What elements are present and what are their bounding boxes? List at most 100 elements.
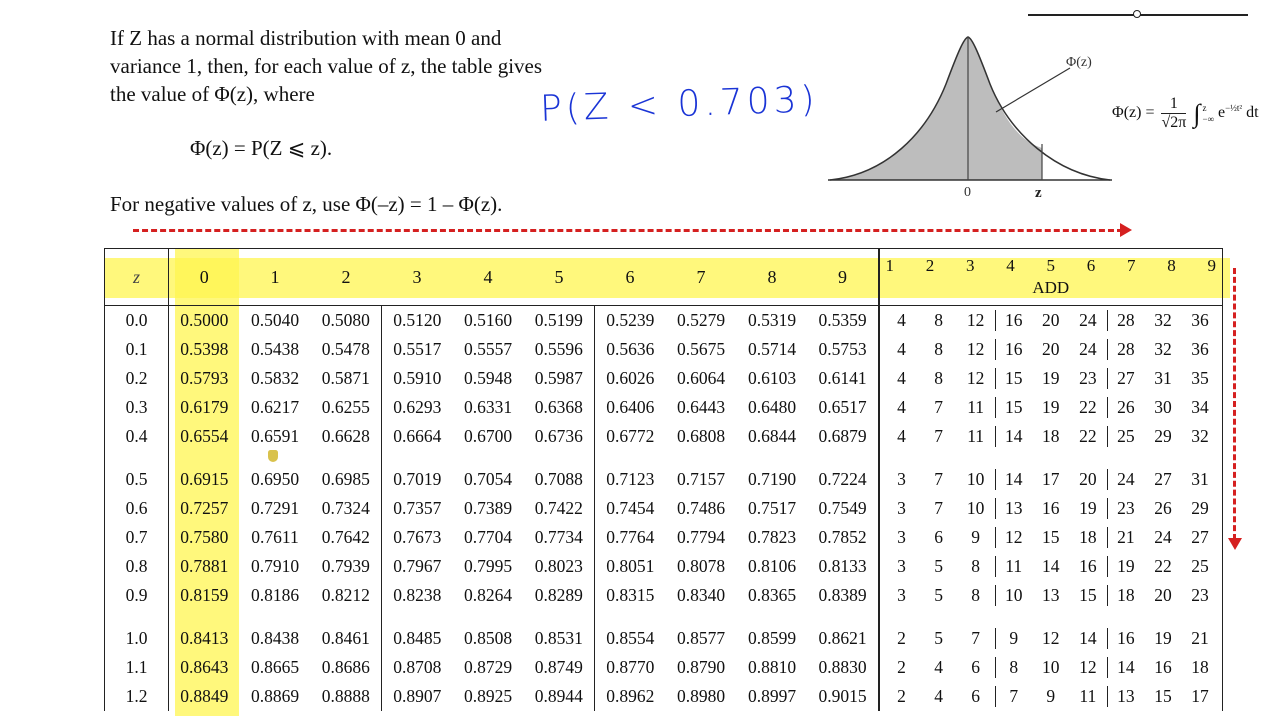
table-row: 0.5 0.6915 0.6950 0.6985 0.7019 0.7054 0.7088 0… <box>104 465 1223 494</box>
phi-value: 0.7852 <box>818 527 867 547</box>
add-value: 13 <box>1042 585 1060 605</box>
phi-value: 0.5675 <box>676 339 726 359</box>
phi-value: 0.6293 <box>381 393 453 422</box>
phi-value: 0.6141 <box>818 368 867 388</box>
normal-curve-figure: Φ(z) 0 z <box>828 36 1112 201</box>
add-values: 4 7 11 15 19 22 26 30 34 <box>877 393 1223 422</box>
add-value: 15 <box>994 397 1032 418</box>
phi-value: 0.7190 <box>747 469 797 489</box>
add-value: 31 <box>1154 368 1172 388</box>
add-value: 21 <box>1106 527 1144 548</box>
phi-value: 0.5948 <box>463 368 513 388</box>
add-header-9: 9 <box>1207 256 1217 275</box>
phi-value: 0.8577 <box>676 628 726 648</box>
add-value: 20 <box>1042 339 1060 359</box>
intro-line-1: If Z has a normal distribution with mean… <box>110 26 502 50</box>
add-value: 18 <box>1106 585 1144 606</box>
z-value: 1.1 <box>104 653 169 682</box>
phi-value: 0.7357 <box>381 494 453 523</box>
add-value: 29 <box>1154 426 1172 446</box>
phi-value: 0.5557 <box>463 339 513 359</box>
phi-value: 0.6217 <box>250 397 300 417</box>
table-row: 0.8 0.7881 0.7910 0.7939 0.7967 0.7995 0.8023 0… <box>104 552 1223 581</box>
add-value: 35 <box>1191 368 1209 388</box>
add-value: 5 <box>934 585 943 605</box>
add-value: 3 <box>897 556 906 576</box>
phi-value: 0.8438 <box>250 628 300 648</box>
phi-value: 0.8944 <box>534 686 583 706</box>
phi-value: 0.7324 <box>321 498 370 518</box>
add-value: 23 <box>1191 585 1209 605</box>
add-value: 19 <box>1079 498 1097 518</box>
add-value: 7 <box>994 686 1032 707</box>
add-values: 4 8 12 15 19 23 27 31 35 <box>877 364 1223 393</box>
phi-value: 0.8907 <box>381 682 453 711</box>
table-body: 0.0 0.5000 0.5040 0.5080 0.5120 0.5160 0.5199 0… <box>104 305 1223 711</box>
add-value: 19 <box>1106 556 1144 577</box>
table-row: 0.4 0.6554 0.6591 0.6628 0.6664 0.6700 0.6736 0… <box>104 422 1223 451</box>
add-value: 32 <box>1154 310 1172 330</box>
add-value: 11 <box>967 397 985 417</box>
add-values: 3 7 10 14 17 20 24 27 31 <box>877 465 1223 494</box>
add-value: 14 <box>994 426 1032 447</box>
phi-value: 0.6591 <box>250 426 300 446</box>
add-value: 11 <box>1079 686 1097 706</box>
add-value: 25 <box>1191 556 1209 576</box>
phi-value: 0.6179 <box>168 393 240 422</box>
add-column-numbers: 1 2 3 4 5 6 7 8 9 <box>880 256 1223 276</box>
phi-value: 0.6064 <box>676 368 726 388</box>
add-header-7: 7 <box>1127 256 1136 275</box>
top-divider-mark <box>1133 10 1141 18</box>
add-value: 22 <box>1079 426 1097 446</box>
add-value: 24 <box>1106 469 1144 490</box>
formula-lower: −∞ <box>1202 113 1214 124</box>
add-value: 4 <box>934 686 943 706</box>
add-value: 11 <box>967 426 985 446</box>
add-value: 3 <box>897 585 906 605</box>
phi-value: 0.7389 <box>463 498 513 518</box>
red-dashed-arrow-horizontal <box>133 229 1123 232</box>
phi-value: 0.5319 <box>747 310 797 330</box>
formula-exponent: −½t² <box>1225 102 1243 113</box>
add-value: 8 <box>934 368 943 388</box>
phi-value: 0.8869 <box>250 686 300 706</box>
add-value: 10 <box>966 498 985 518</box>
add-value: 7 <box>934 426 943 446</box>
phi-value: 0.7422 <box>534 498 583 518</box>
phi-value: 0.5517 <box>381 335 453 364</box>
add-values: 3 7 10 13 16 19 23 26 29 <box>877 494 1223 523</box>
add-value: 16 <box>1154 657 1172 677</box>
phi-value: 0.8554 <box>594 624 666 653</box>
col-header-2: 2 <box>310 248 382 306</box>
add-value: 4 <box>897 339 906 359</box>
add-values: 3 5 8 10 13 15 18 20 23 <box>877 581 1223 610</box>
phi-value: 0.6443 <box>676 397 726 417</box>
add-header-5: 5 <box>1046 256 1056 275</box>
phi-value: 0.8997 <box>747 686 797 706</box>
add-value: 23 <box>1106 498 1144 519</box>
phi-value: 0.7642 <box>321 527 370 547</box>
phi-value: 0.8810 <box>747 657 797 677</box>
phi-value: 0.8023 <box>534 556 583 576</box>
add-value: 24 <box>1154 527 1172 547</box>
phi-value: 0.8729 <box>463 657 513 677</box>
z-value: 1.2 <box>104 682 169 711</box>
phi-value: 0.8186 <box>250 585 300 605</box>
add-value: 29 <box>1191 498 1209 518</box>
phi-value: 0.5160 <box>463 310 513 330</box>
z-value: 0.3 <box>104 393 169 422</box>
phi-value: 0.5040 <box>250 310 300 330</box>
add-value: 12 <box>1079 657 1097 677</box>
add-value: 16 <box>1042 498 1060 518</box>
add-value: 12 <box>966 368 985 388</box>
phi-value: 0.8888 <box>321 686 370 706</box>
add-header-2: 2 <box>925 256 935 275</box>
add-value: 24 <box>1079 339 1097 359</box>
phi-value: 0.6026 <box>594 364 666 393</box>
add-value: 14 <box>1079 628 1097 648</box>
table-row: 0.6 0.7257 0.7291 0.7324 0.7357 0.7389 0.7422 0… <box>104 494 1223 523</box>
phi-value: 0.8461 <box>321 628 370 648</box>
phi-value: 0.8078 <box>676 556 726 576</box>
add-value: 8 <box>934 310 943 330</box>
